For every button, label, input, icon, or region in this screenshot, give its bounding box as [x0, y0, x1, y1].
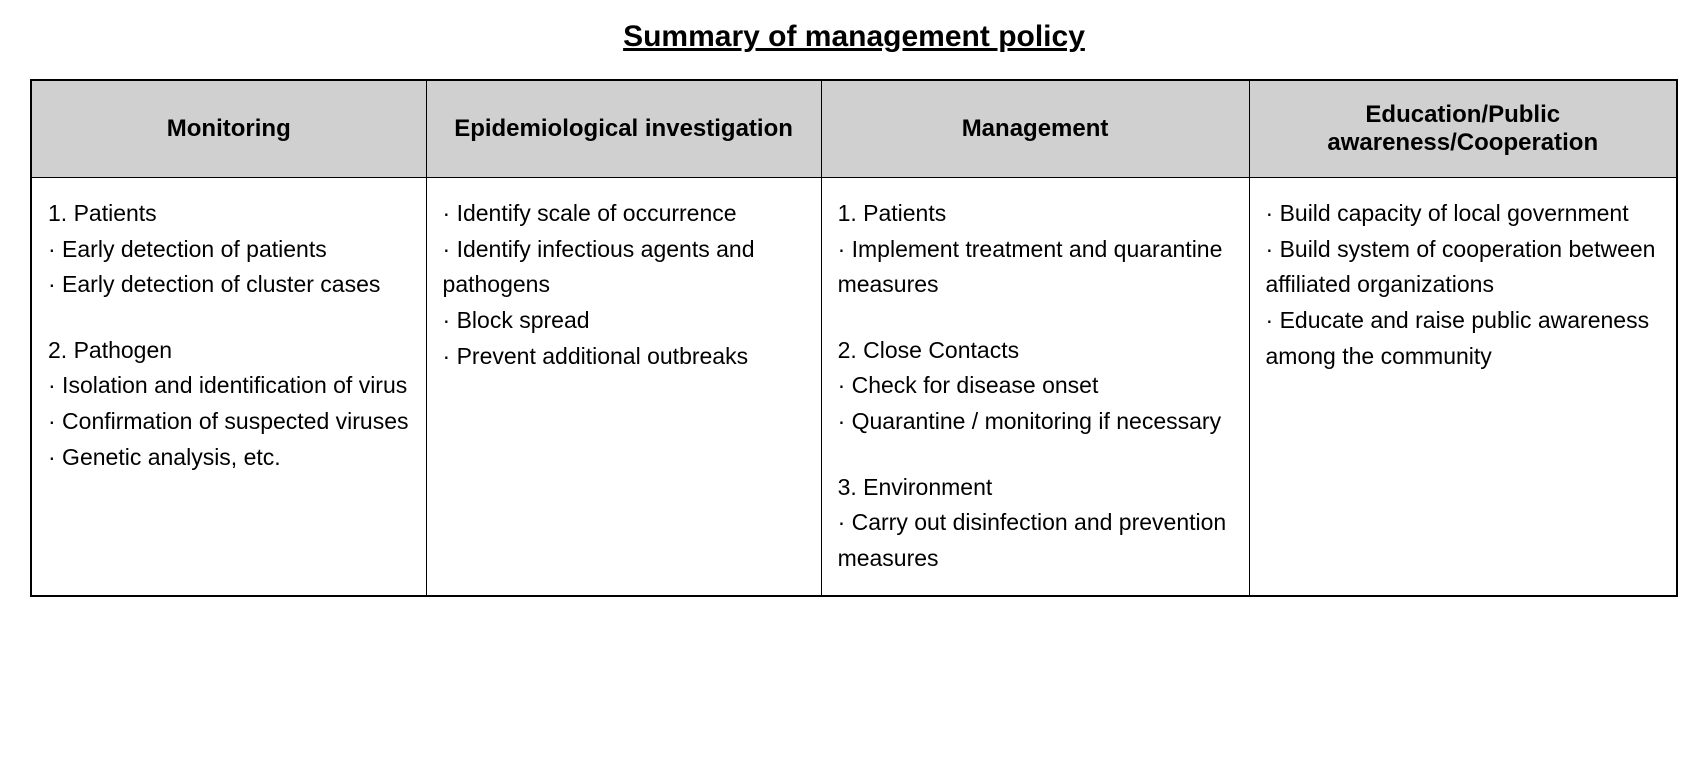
cell-education: · Build capacity of local government · B…	[1249, 178, 1677, 596]
bullet-item: · Identify scale of occurrence	[443, 196, 805, 232]
section-heading: 2. Pathogen	[48, 333, 410, 369]
bullet-item: · Check for disease onset	[838, 368, 1233, 404]
bullet-item: · Early detection of cluster cases	[48, 267, 410, 303]
policy-table: Monitoring Epidemiological investigation…	[30, 79, 1678, 597]
table-header-row: Monitoring Epidemiological investigation…	[31, 80, 1677, 178]
spacer	[48, 303, 410, 333]
bullet-item: · Implement treatment and quarantine mea…	[838, 232, 1233, 303]
bullet-item: · Prevent additional outbreaks	[443, 339, 805, 375]
section-heading: 2. Close Contacts	[838, 333, 1233, 369]
col-header-epidemiological: Epidemiological investigation	[426, 80, 821, 178]
page-title: Summary of management policy	[30, 20, 1678, 54]
bullet-item: · Build capacity of local government	[1266, 196, 1660, 232]
section-heading: 1. Patients	[48, 196, 410, 232]
bullet-item: · Confirmation of suspected viruses	[48, 404, 410, 440]
cell-monitoring: 1. Patients · Early detection of patient…	[31, 178, 426, 596]
section-heading: 3. Environment	[838, 470, 1233, 506]
spacer	[838, 440, 1233, 470]
cell-epidemiological: · Identify scale of occurrence · Identif…	[426, 178, 821, 596]
bullet-item: · Early detection of patients	[48, 232, 410, 268]
col-header-management: Management	[821, 80, 1249, 178]
bullet-item: · Build system of cooperation between af…	[1266, 232, 1660, 303]
bullet-item: · Carry out disinfection and prevention …	[838, 505, 1233, 576]
cell-management: 1. Patients · Implement treatment and qu…	[821, 178, 1249, 596]
col-header-education: Education/Public awareness/Cooperation	[1249, 80, 1677, 178]
bullet-item: · Identify infectious agents and pathoge…	[443, 232, 805, 303]
bullet-item: · Quarantine / monitoring if necessary	[838, 404, 1233, 440]
bullet-item: · Block spread	[443, 303, 805, 339]
section-heading: 1. Patients	[838, 196, 1233, 232]
bullet-item: · Isolation and identification of virus	[48, 368, 410, 404]
table-row: 1. Patients · Early detection of patient…	[31, 178, 1677, 596]
bullet-item: · Genetic analysis, etc.	[48, 440, 410, 476]
bullet-item: · Educate and raise public awareness amo…	[1266, 303, 1660, 374]
col-header-monitoring: Monitoring	[31, 80, 426, 178]
spacer	[838, 303, 1233, 333]
